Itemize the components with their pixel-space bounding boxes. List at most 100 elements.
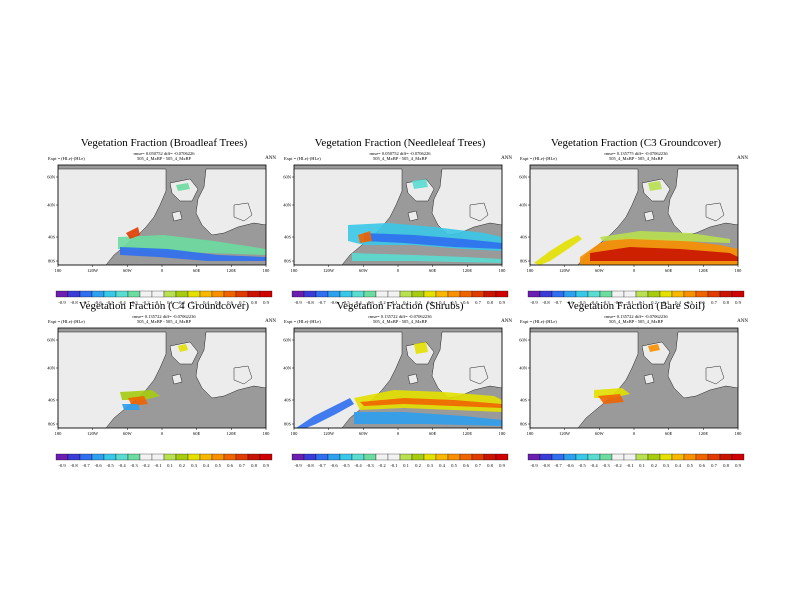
colorbar-label: -0.9 [530,300,538,305]
colorbar-swatch [79,453,93,461]
colorbar-swatch [611,290,625,298]
colorbar-swatch [151,290,165,298]
vegetation-field [364,233,502,249]
colorbar-swatch [67,290,81,298]
colorbar-swatch [483,290,497,298]
colorbar-swatch [731,290,745,298]
colorbar-swatch [683,453,697,461]
colorbar-label: 0.4 [675,463,681,468]
colorbar-swatch [527,453,541,461]
colorbar-label: 0.5 [451,463,457,468]
rmse-text: rmse= 0.050752 diff= -0.0706226 [369,151,431,156]
lon-tick-label: 120W [87,268,99,273]
lon-tick-label: 60E [429,431,437,436]
colorbar-label: -0.5 [578,300,586,305]
colorbar-swatch [259,290,273,298]
panel-title: Vegetation Fraction (Broadleaf Trees) [80,137,248,149]
colorbar-label: 0.5 [215,300,221,305]
colorbar: -0.9 -0.8 -0.7 -0.6 -0.5 -0.4 -0.3 -0.2 -0.1 0.1 0… [291,453,509,468]
lon-tick-label: 0 [397,268,400,273]
colorbar-swatch [199,453,213,461]
colorbar-label: 0.5 [687,463,693,468]
colorbar-label: -0.2 [142,300,150,305]
colorbar-label: -0.1 [390,300,398,305]
colorbar-swatch [447,290,461,298]
vegetation-field [590,247,738,261]
colorbar-label: 0.8 [487,300,493,305]
colorbar-label: -0.5 [342,463,350,468]
colorbar-label: -0.7 [318,463,326,468]
landmass [643,373,655,385]
colorbar-swatch [55,453,69,461]
colorbar-label: 0.7 [711,300,717,305]
colorbar-label: -0.5 [342,300,350,305]
rmse-text: rmse= 0.135722 diff= -0.07062236 [368,314,432,319]
colorbar-label: 0.2 [651,300,657,305]
lat-tick-label: 60N [283,338,292,343]
colorbar-swatch [235,290,249,298]
colorbar-label: 0.1 [167,463,173,468]
vegetation-field [126,227,140,239]
vegetation-field [178,344,188,352]
colorbar-swatch [563,290,577,298]
colorbar-swatch [471,290,485,298]
landmass [469,365,489,385]
colorbar-label: -0.8 [70,300,78,305]
colorbar-label: 0.3 [191,300,197,305]
vegetation-field [414,342,428,354]
colorbar-label: 0.9 [263,463,269,468]
colorbar-swatch [539,290,553,298]
vegetation-field [120,390,160,400]
lon-tick-label: 0 [633,431,636,436]
colorbar-swatch [551,290,565,298]
colorbar-label: -0.3 [366,463,374,468]
colorbar-label: 0.5 [215,463,221,468]
lon-tick-label: 180 [499,268,507,273]
colorbar-label: 0.5 [687,300,693,305]
lon-tick-label: 180 [527,431,535,436]
lon-tick-label: 120W [87,431,99,436]
colorbar-label: -0.7 [554,463,562,468]
colorbar-swatch [623,290,637,298]
colorbar-label: -0.2 [142,463,150,468]
lon-tick-label: 180 [55,268,63,273]
colorbar-label: 0.8 [251,463,257,468]
panel-broadleaf-trees: Vegetation Fraction (Broadleaf Trees) rm… [47,137,280,327]
colorbar-swatch [375,290,389,298]
colorbar-label: 0.1 [167,300,173,305]
colorbar-swatch [423,290,437,298]
vegetation-field [358,231,372,243]
colorbar-swatch [363,453,377,461]
lat-tick-label: 40N [47,366,56,371]
lat-tick-label: 80S [48,422,56,427]
colorbar-label: -0.3 [602,300,610,305]
lat-tick-label: 40S [284,235,292,240]
colorbar: -0.9 -0.8 -0.7 -0.6 -0.5 -0.4 -0.3 -0.2 -0.1 0.1 0… [55,290,273,305]
experiment-name: 505_4_MxBP - 505_4_MxBP [372,319,428,324]
lon-tick-label: 60E [193,431,201,436]
colorbar-swatch [483,453,497,461]
colorbar-label: -0.1 [626,463,634,468]
lat-tick-label: 40S [520,235,528,240]
colorbar-swatch [495,290,509,298]
map-plot: 180 120W 60W 0 60E 120E 180 60N 40N 40S 80S [47,164,270,273]
colorbar-swatch [175,290,189,298]
colorbar-swatch [587,453,601,461]
lon-tick-label: 180 [291,268,299,273]
colorbar-label: 0.3 [191,463,197,468]
period-label: ANN [265,156,276,161]
panel-title: Vegetation Fraction (Bare Soil) [567,300,705,312]
map-plot: 180 120W 60W 0 60E 120E 180 60N 40N 40S 80S [519,327,742,436]
colorbar-swatch [563,453,577,461]
colorbar-swatch [671,290,685,298]
colorbar-swatch [575,453,589,461]
colorbar-swatch [55,290,69,298]
lon-tick-label: 120W [559,431,571,436]
colorbar-swatch [695,453,709,461]
colorbar-swatch [291,290,305,298]
lon-tick-label: 0 [397,431,400,436]
colorbar-swatch [163,290,177,298]
colorbar-swatch [647,453,661,461]
lat-tick-label: 40N [519,366,528,371]
colorbar-label: -0.9 [530,463,538,468]
